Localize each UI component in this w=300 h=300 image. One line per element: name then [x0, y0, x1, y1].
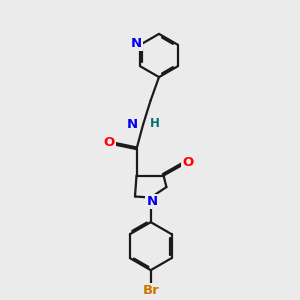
Text: O: O: [104, 136, 115, 149]
Text: N: N: [146, 195, 158, 208]
Text: O: O: [182, 155, 194, 169]
Text: N: N: [131, 37, 142, 50]
Text: H: H: [150, 117, 160, 130]
Text: N: N: [127, 118, 138, 131]
Text: Br: Br: [142, 284, 159, 297]
